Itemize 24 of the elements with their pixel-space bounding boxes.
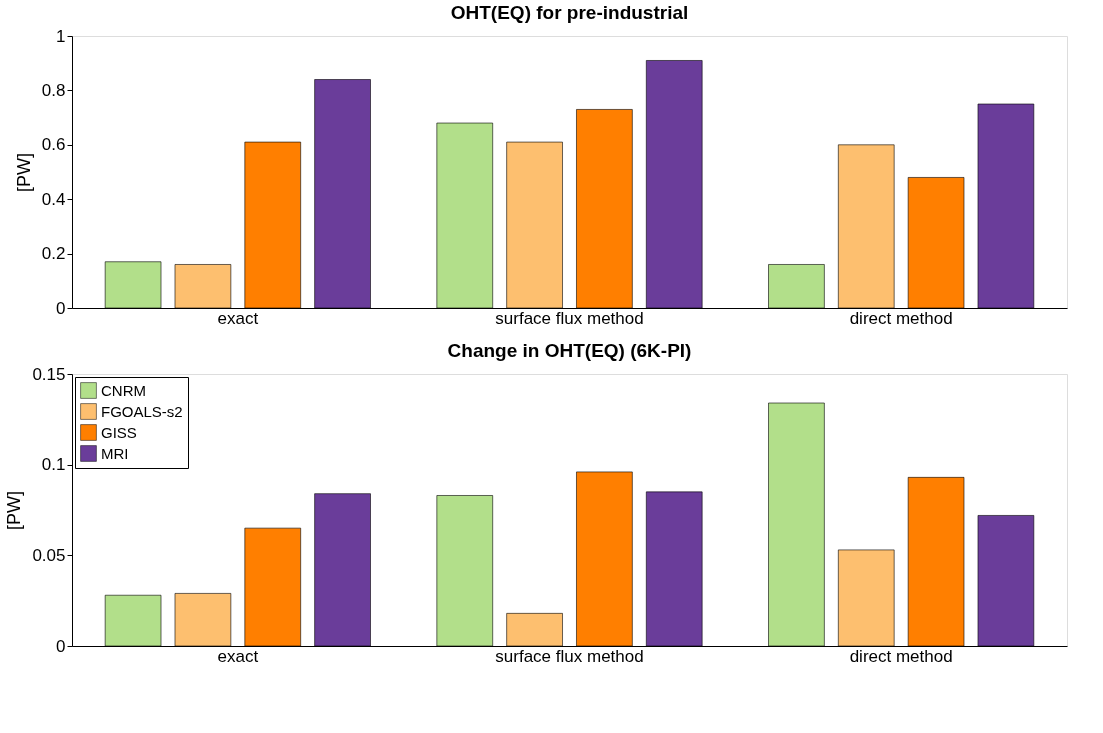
y-tick-label: 0.6 — [41, 135, 66, 155]
y-tick-label: 0.8 — [41, 80, 66, 100]
y-tick-label: 0.4 — [41, 189, 66, 209]
y-tick-label: 0.2 — [41, 244, 66, 264]
legend-label: MRI — [101, 444, 129, 462]
legend-label: GISS — [101, 423, 137, 441]
x-tick-label: exact — [217, 646, 259, 666]
y-tick-label: 1 — [56, 26, 66, 46]
legend-label: FGOALS-s2 — [101, 402, 183, 420]
y-tick-label: 0 — [56, 298, 66, 318]
x-tick-label: surface flux method — [495, 308, 644, 328]
y-tick-label: 0.15 — [32, 364, 66, 384]
x-tick-label: surface flux method — [495, 646, 644, 666]
y-axis-title: [PW] — [4, 491, 25, 530]
y-tick-label: 0.1 — [41, 455, 66, 475]
y-tick-label: 0 — [56, 636, 66, 656]
legend-label: CNRM — [101, 381, 146, 399]
x-tick-label: direct method — [849, 308, 953, 328]
chart-title: Change in OHT(EQ) (6K-PI) — [447, 340, 692, 361]
y-tick-label: 0.05 — [32, 545, 66, 565]
chart-title: OHT(EQ) for pre-industrial — [450, 2, 689, 23]
y-axis-title: [PW] — [13, 153, 34, 192]
x-tick-label: direct method — [849, 646, 953, 666]
x-tick-label: exact — [217, 308, 259, 328]
